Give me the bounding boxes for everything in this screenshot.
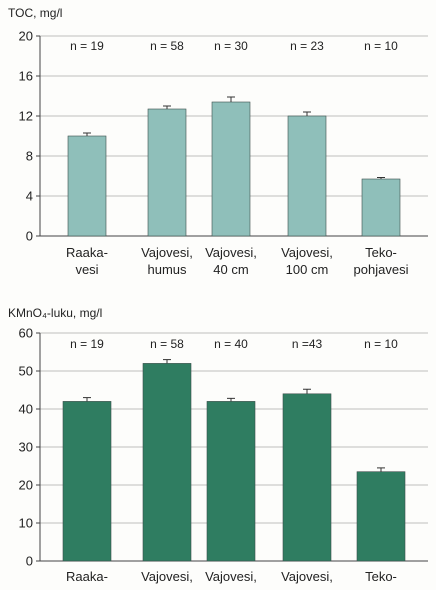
category-label: Vajovesi,	[141, 245, 193, 260]
bar	[206, 401, 256, 562]
chart-2: KMnO₄-luku, mg/l 0 10 20 30 40 50 60 n = 19 Raaka…	[8, 306, 428, 590]
y-tick-label: 4	[26, 189, 33, 204]
category-label: humus	[147, 262, 187, 277]
y-tick-label: 30	[19, 440, 33, 455]
y-tick-label: 16	[19, 69, 33, 84]
n-annotation: n = 58	[150, 337, 184, 351]
y-tick-label: 0	[26, 554, 33, 569]
category-label: Teko-	[365, 569, 397, 584]
n-annotation: n = 10	[364, 337, 398, 351]
y-tick-label: 8	[26, 149, 33, 164]
y-tick-label: 0	[26, 229, 33, 244]
n-annotation: n =43	[292, 337, 323, 351]
y-tick-label: 12	[19, 109, 33, 124]
bar	[62, 401, 112, 562]
bar	[287, 115, 327, 237]
bar	[67, 135, 107, 237]
bar	[147, 108, 187, 237]
n-annotation: n = 58	[150, 39, 184, 53]
category-label: 40 cm	[213, 262, 248, 277]
y-tick-label: 20	[19, 478, 33, 493]
y-tick-label: 20	[19, 29, 33, 44]
n-annotation: n = 19	[70, 337, 104, 351]
category-label: Vajovesi,	[141, 569, 193, 584]
y-axis-title: TOC, mg/l	[8, 6, 62, 20]
category-label: Vajovesi,	[205, 245, 257, 260]
n-annotation: n = 30	[214, 39, 248, 53]
n-annotation: n = 19	[70, 39, 104, 53]
bar	[361, 178, 401, 237]
category-label: Vajovesi,	[281, 569, 333, 584]
bar	[142, 363, 192, 562]
y-tick-label: 60	[19, 326, 33, 341]
n-annotation: n = 10	[364, 39, 398, 53]
category-label: Teko-	[365, 245, 397, 260]
y-axis-title: KMnO₄-luku, mg/l	[8, 306, 102, 320]
category-label: vesi	[75, 262, 98, 277]
bar	[356, 471, 406, 562]
bar	[282, 393, 332, 562]
y-tick-label: 50	[19, 364, 33, 379]
category-label: Raaka-	[66, 569, 108, 584]
category-label: pohjavesi	[354, 262, 409, 277]
bar	[211, 101, 251, 237]
n-annotation: n = 40	[214, 337, 248, 351]
category-label: Vajovesi,	[205, 569, 257, 584]
n-annotation: n = 23	[290, 39, 324, 53]
chart-1: TOC, mg/l 0 4 8 12 16 20 n = 19 Raaka-vesi n = 58…	[8, 6, 428, 277]
y-tick-label: 10	[19, 516, 33, 531]
category-label: Vajovesi,	[281, 245, 333, 260]
category-label: Raaka-	[66, 245, 108, 260]
category-label: 100 cm	[286, 262, 329, 277]
y-tick-label: 40	[19, 402, 33, 417]
